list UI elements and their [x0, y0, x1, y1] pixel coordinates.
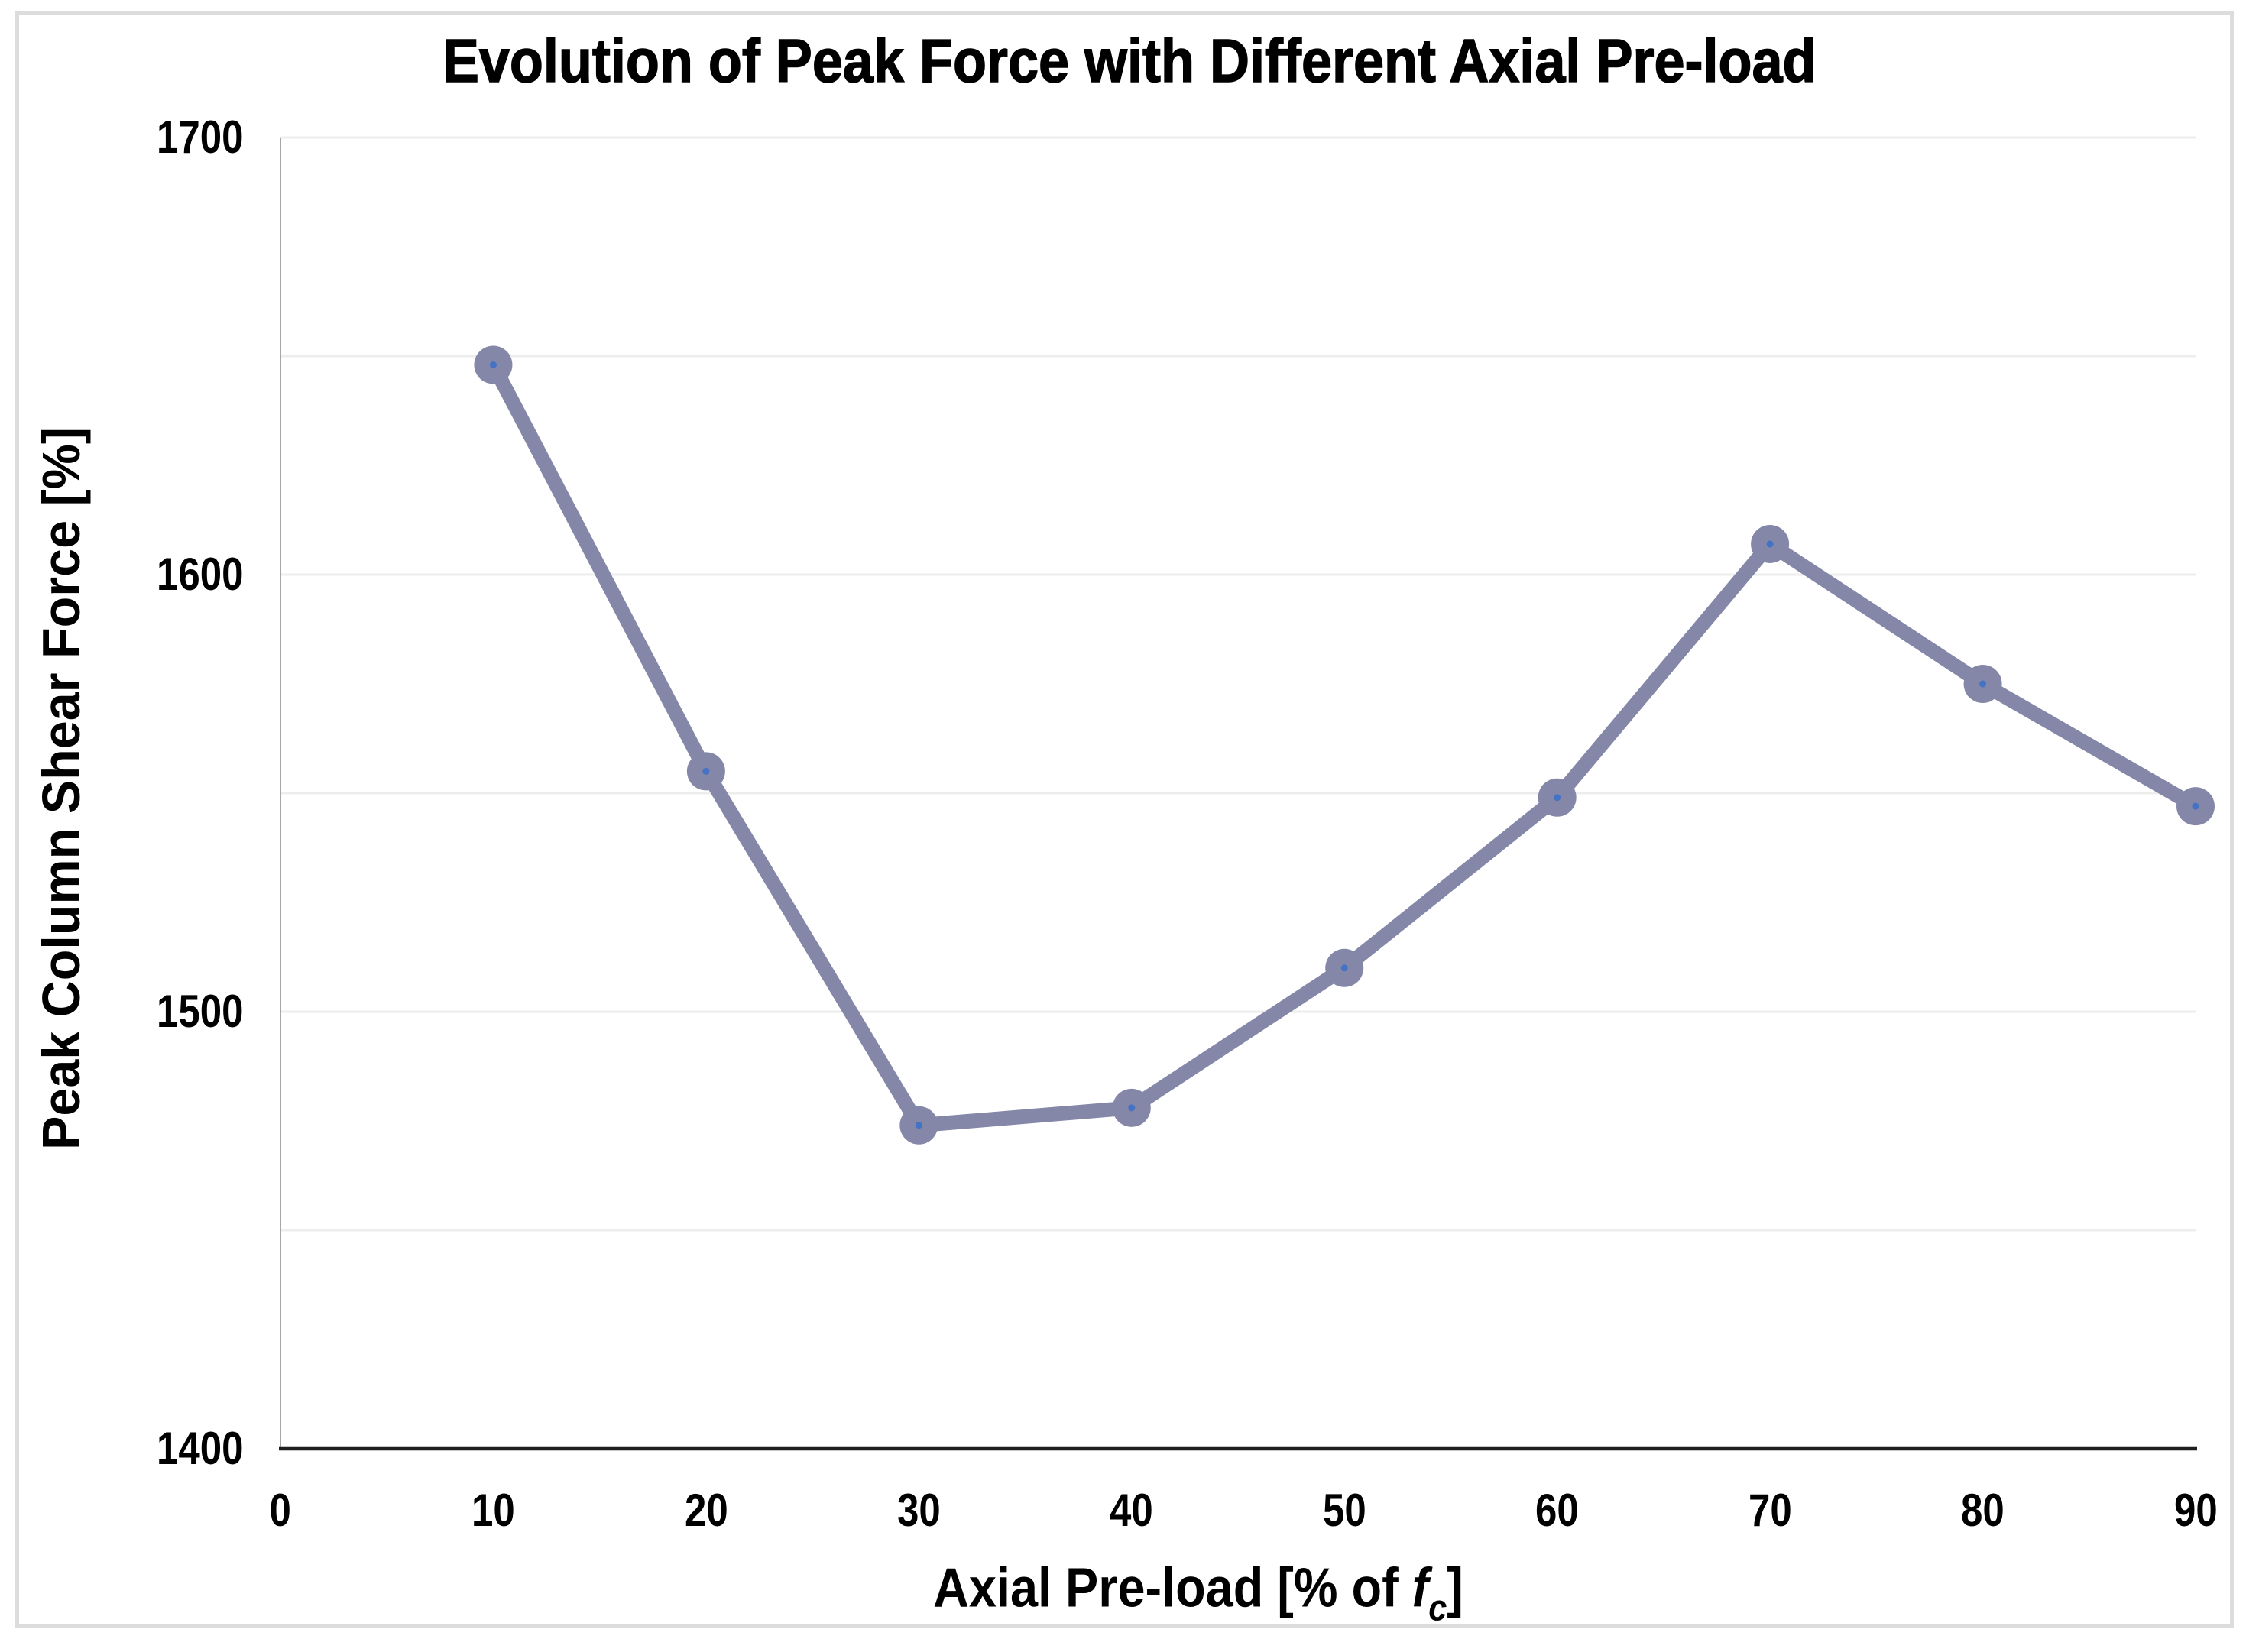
x-tick-label: 50 — [1322, 1485, 1366, 1536]
chart-title: Evolution of Peak Force with Different A… — [0, 23, 2259, 99]
chart-title-text: Evolution of Peak Force with Different A… — [442, 26, 1817, 96]
data-point-center-dot — [1554, 794, 1561, 802]
x-tick-label: 0 — [269, 1485, 292, 1536]
data-point-center-dot — [1766, 540, 1774, 548]
data-point-center-dot — [489, 361, 497, 368]
x-tick-label: 60 — [1535, 1485, 1580, 1536]
y-tick-label: 1400 — [156, 1423, 243, 1474]
data-point-center-dot — [2192, 802, 2199, 810]
x-axis-title-subscript: c — [1428, 1588, 1447, 1629]
data-point-center-dot — [1979, 680, 1987, 688]
y-axis-title-text: Peak Column Shear Force [%] — [31, 426, 91, 1151]
x-axis-title: Axial Pre-load [% of fc] — [933, 1558, 1463, 1640]
data-point-center-dot — [702, 767, 710, 775]
x-tick-label: 10 — [472, 1485, 515, 1536]
y-tick-label: 1500 — [156, 986, 243, 1037]
y-tick-label: 1600 — [156, 549, 243, 600]
y-axis-title: Peak Column Shear Force [%] — [31, 426, 91, 1151]
x-tick-label: 70 — [1748, 1485, 1792, 1536]
x-axis-title-suffix: ] — [1447, 1557, 1463, 1619]
data-point-center-dot — [1340, 964, 1348, 972]
x-tick-label: 40 — [1110, 1485, 1154, 1536]
data-point-center-dot — [915, 1122, 922, 1129]
x-axis-title-variable: f — [1411, 1557, 1429, 1619]
figure-border — [15, 11, 2234, 1628]
y-tick-label: 1700 — [156, 112, 243, 163]
x-axis-title-prefix: Axial Pre-load [% of — [933, 1557, 1412, 1619]
x-tick-label: 30 — [896, 1485, 941, 1536]
x-tick-label: 80 — [1961, 1485, 2005, 1536]
data-point-center-dot — [1128, 1104, 1136, 1112]
x-tick-label: 90 — [2173, 1485, 2218, 1536]
x-tick-label: 20 — [684, 1485, 728, 1536]
